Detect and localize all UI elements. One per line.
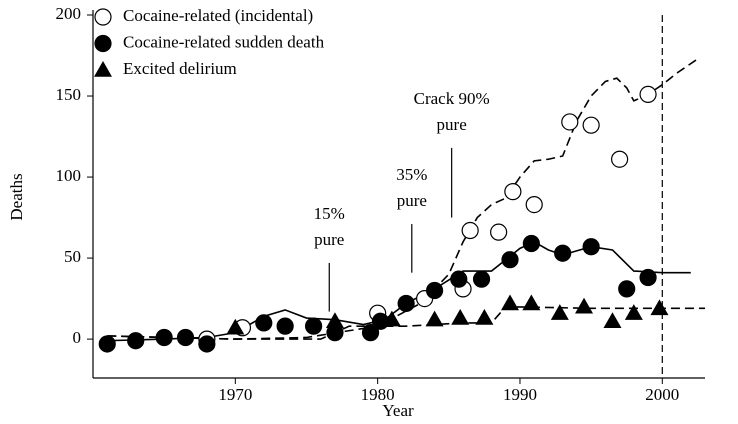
circle-marker — [501, 251, 519, 269]
circle-marker — [450, 270, 468, 288]
annotation-text: 35% — [396, 165, 427, 184]
circle-marker — [554, 244, 572, 262]
circle-marker — [639, 85, 657, 104]
circle-marker — [361, 324, 380, 342]
y-tick-label: 0 — [73, 328, 82, 347]
y-tick-label: 50 — [64, 247, 81, 266]
circle-marker — [611, 150, 629, 168]
circle-marker — [472, 270, 491, 288]
circle-marker — [582, 238, 600, 256]
x-tick-label: 1970 — [218, 385, 252, 404]
circle-marker — [425, 281, 444, 300]
circle-marker — [255, 314, 273, 332]
circle-marker — [94, 34, 112, 53]
circle-marker — [561, 113, 579, 131]
triangle-marker — [475, 309, 494, 325]
circle-marker — [504, 183, 522, 201]
circle-marker — [305, 317, 323, 335]
annotation-text: pure — [397, 191, 427, 210]
circle-marker — [582, 116, 600, 134]
y-tick-label: 150 — [56, 85, 82, 104]
x-tick-label: 2000 — [645, 385, 679, 404]
circle-marker — [127, 332, 145, 350]
annotation-text: 15% — [314, 204, 345, 223]
y-axis-label: Deaths — [7, 173, 26, 220]
triangle-marker — [624, 304, 643, 320]
circle-marker — [198, 335, 216, 353]
circle-marker — [155, 328, 173, 347]
circle-marker — [618, 280, 636, 298]
circle-marker — [522, 234, 540, 253]
triangle-marker — [325, 312, 344, 329]
annotation-text: pure — [437, 115, 467, 134]
legend-label: Cocaine-related sudden death — [123, 32, 325, 51]
triangle-marker — [603, 312, 622, 329]
circle-marker — [639, 268, 657, 287]
circle-marker — [176, 328, 195, 347]
triangle-marker — [451, 309, 470, 325]
circle-marker — [276, 317, 294, 335]
x-tick-label: 1980 — [361, 385, 395, 404]
triangle-marker — [94, 61, 112, 77]
circle-marker — [490, 223, 508, 241]
triangle-marker — [501, 294, 520, 311]
legend-label: Cocaine-related (incidental) — [123, 6, 313, 25]
circle-marker — [525, 196, 543, 214]
annotation-text: Crack 90% — [414, 89, 490, 108]
triangle-marker — [650, 299, 669, 316]
circle-marker — [94, 8, 112, 26]
annotation-text: pure — [314, 230, 344, 249]
triangle-marker — [226, 318, 245, 335]
circle-marker — [461, 221, 479, 240]
triangle-marker — [425, 310, 444, 327]
circle-marker — [98, 335, 116, 353]
circle-marker — [397, 294, 415, 313]
triangle-marker — [382, 310, 401, 327]
y-tick-label: 100 — [56, 166, 82, 185]
x-axis-label: Year — [382, 401, 414, 420]
x-tick-label: 1990 — [503, 385, 537, 404]
legend-label: Excited delirium — [123, 59, 237, 78]
triangle-marker — [550, 304, 569, 320]
triangle-marker — [522, 294, 541, 311]
y-tick-label: 200 — [56, 4, 82, 23]
triangle-marker — [575, 297, 594, 314]
